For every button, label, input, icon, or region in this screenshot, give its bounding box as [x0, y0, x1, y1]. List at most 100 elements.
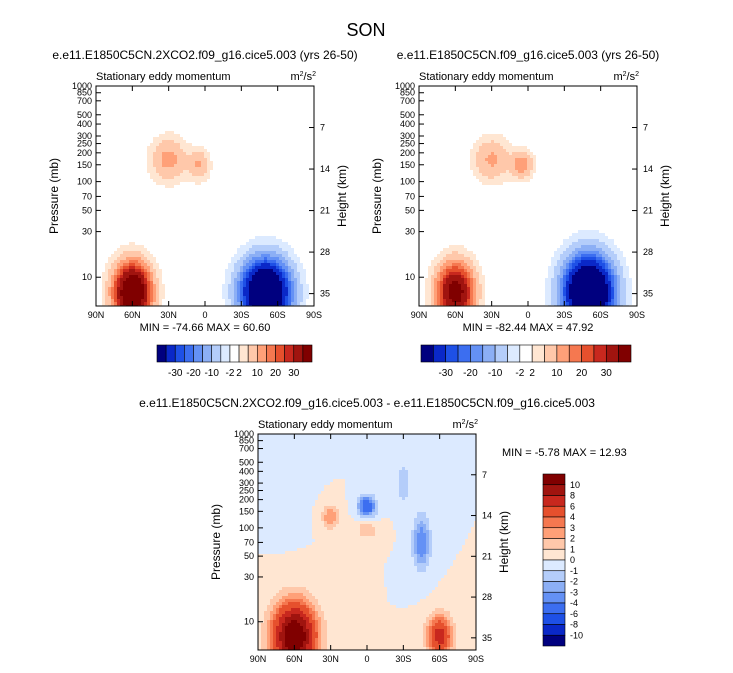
field-cell [153, 284, 157, 288]
field-cell [120, 161, 124, 165]
field-cell [216, 221, 220, 225]
field-cell [252, 233, 256, 237]
field-cell [264, 236, 268, 240]
field-cell [264, 215, 268, 219]
field-cell [252, 263, 256, 267]
field-cell [108, 224, 112, 228]
field-cell [267, 236, 271, 240]
field-cell [267, 98, 271, 102]
field-cell [258, 260, 262, 264]
field-cell [177, 170, 181, 174]
field-cell [132, 128, 136, 132]
field-cell [114, 107, 118, 111]
field-cell [255, 143, 259, 147]
field-cell [288, 149, 292, 153]
field-cell [159, 125, 163, 129]
field-cell [231, 125, 235, 129]
field-cell [153, 263, 157, 267]
field-cell [174, 188, 178, 192]
field-cell [120, 245, 124, 249]
field-cell [189, 104, 193, 108]
field-cell [165, 263, 169, 267]
field-cell [150, 284, 154, 288]
field-cell [291, 200, 295, 204]
field-cell [111, 224, 115, 228]
field-cell [165, 200, 169, 204]
field-cell [288, 236, 292, 240]
field-cell [138, 89, 142, 93]
field-cell [210, 236, 214, 240]
field-cell [228, 194, 232, 198]
field-cell [240, 233, 244, 237]
field-cell [288, 104, 292, 108]
field-cell [252, 98, 256, 102]
field-cell [180, 266, 184, 270]
field-cell [231, 215, 235, 219]
field-cell [108, 263, 112, 267]
field-cell [285, 170, 289, 174]
field-cell [213, 134, 217, 138]
field-cell [141, 239, 145, 243]
field-cell [165, 206, 169, 210]
field-cell [105, 194, 109, 198]
field-cell [288, 158, 292, 162]
field-cell [243, 134, 247, 138]
field-cell [177, 275, 181, 279]
field-cell [231, 287, 235, 291]
field-cell [207, 200, 211, 204]
field-cell [177, 287, 181, 291]
field-cell [273, 266, 277, 270]
field-cell [270, 197, 274, 201]
field-cell [258, 206, 262, 210]
field-cell [255, 209, 259, 213]
field-cell [303, 260, 307, 264]
field-cell [114, 149, 118, 153]
field-cell [180, 251, 184, 255]
field-cell [216, 134, 220, 138]
field-cell [306, 89, 310, 93]
field-cell [105, 110, 109, 114]
field-cell [162, 122, 166, 126]
field-cell [270, 164, 274, 168]
field-cell [222, 188, 226, 192]
field-cell [234, 179, 238, 183]
field-cell [114, 122, 118, 126]
field-cell [177, 248, 181, 252]
field-cell [192, 161, 196, 165]
field-cell [303, 239, 307, 243]
field-cell [132, 224, 136, 228]
field-cell [216, 86, 220, 90]
field-cell [99, 161, 103, 165]
field-cell [165, 143, 169, 147]
field-cell [180, 242, 184, 246]
field-cell [237, 188, 241, 192]
field-cell [198, 224, 202, 228]
field-cell [246, 140, 250, 144]
field-cell [141, 89, 145, 93]
field-cell [231, 206, 235, 210]
field-cell [189, 239, 193, 243]
field-cell [174, 95, 178, 99]
field-cell [102, 218, 106, 222]
field-cell [156, 191, 160, 195]
field-cell [297, 251, 301, 255]
field-cell [297, 98, 301, 102]
field-cell [162, 95, 166, 99]
field-cell [225, 257, 229, 261]
field-cell [186, 191, 190, 195]
field-cell [225, 206, 229, 210]
field-cell [138, 182, 142, 186]
field-cell [234, 119, 238, 123]
field-cell [132, 236, 136, 240]
field-cell [168, 227, 172, 231]
field-cell [180, 134, 184, 138]
field-cell [279, 209, 283, 213]
field-cell [126, 134, 130, 138]
field-cell [186, 245, 190, 249]
field-cell [114, 218, 118, 222]
field-cell [216, 152, 220, 156]
field-cell [303, 92, 307, 96]
field-cell [168, 101, 172, 105]
field-cell [111, 275, 115, 279]
field-cell [210, 98, 214, 102]
